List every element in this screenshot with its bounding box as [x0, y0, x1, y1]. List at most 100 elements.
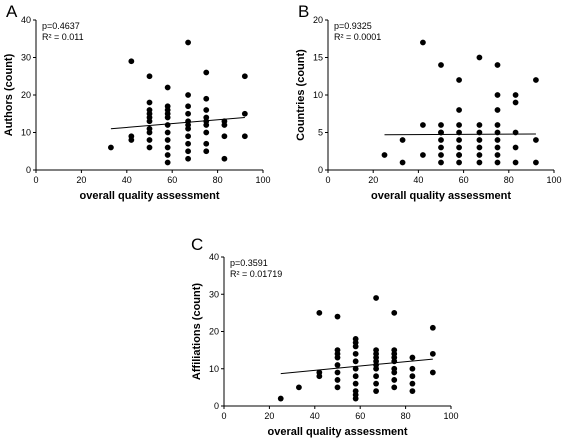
panel-a-letter: A [6, 2, 18, 21]
panel-b-data-point [476, 144, 483, 151]
panel-b-data-point [420, 122, 426, 128]
panel-c-data-point [409, 354, 416, 361]
panel-b-stat-annotation: R² = 0.0001 [334, 32, 381, 42]
panel-c-data-point [277, 395, 284, 402]
panel-a-y-tick-label: 40 [21, 15, 31, 25]
panel-b-data-point [512, 144, 519, 151]
panel-b-data-point [512, 92, 519, 98]
panel-b-y-tick-label: 15 [313, 53, 323, 63]
panel-c-y-tick-label: 20 [209, 327, 219, 337]
panel-a-data-point [164, 159, 171, 166]
panel-b-stat-annotation: p=0.9325 [334, 21, 372, 31]
panel-c-data-point [409, 373, 416, 380]
panel-a-y-tick-label: 20 [21, 90, 31, 100]
panel-b-x-axis-title: overall quality assessment [371, 190, 511, 202]
panel-b-data-point [476, 159, 483, 166]
panel-b-data-point [476, 152, 483, 158]
panel-a-x-tick-label: 80 [213, 175, 223, 185]
panel-a-data-point [241, 73, 248, 80]
panel-a-data-point [185, 92, 191, 98]
panel-a-stat-annotation: p=0.4637 [42, 21, 80, 31]
panel-b-data-point [420, 152, 426, 158]
panel-a-data-point [128, 58, 135, 65]
panel-c-letter: C [191, 235, 203, 254]
panel-b-y-axis-title: Countries (count) [295, 49, 307, 141]
panel-a-data-point [185, 103, 191, 110]
panel-a-data-point [203, 69, 210, 76]
panel-c-data-point [352, 365, 359, 372]
panel-b-data-point [476, 54, 483, 61]
panel-b-data-point [533, 159, 539, 166]
panel-c-y-tick-label: 10 [209, 364, 219, 374]
panel-b-y-tick-label: 5 [318, 128, 323, 138]
panel-a-x-tick-label: 40 [122, 175, 132, 185]
panel-a-data-point [185, 118, 191, 125]
panel-b-data-point [438, 129, 444, 136]
panel-a-chart: A 0 20 40 60 80 100 0 10 20 30 40 overall quality as… [3, 2, 271, 202]
panel-c-data-point [352, 388, 359, 394]
panel-c-x-tick-label: 60 [355, 411, 365, 421]
panel-a-y-tick-label: 30 [21, 53, 31, 63]
panel-c-x-axis-title: overall quality assessment [267, 426, 407, 438]
panel-c-data-point [391, 384, 398, 391]
panel-c-data-point [429, 324, 436, 331]
panel-b-data-point [438, 62, 444, 68]
panel-c-data-point [391, 365, 398, 372]
panel-c-data-point [334, 384, 341, 391]
panel-a-data-point [203, 114, 210, 121]
panel-b-data-point [494, 129, 501, 136]
panel-b-y-tick-label: 20 [313, 15, 323, 25]
panel-a-data-point [164, 84, 171, 91]
panel-b-data-point [494, 107, 501, 113]
panel-a-data-point [146, 107, 153, 113]
panel-a-x-axis-title: overall quality assessment [79, 190, 219, 202]
panel-b-data-point [399, 159, 406, 166]
panel-a-data-point [185, 39, 191, 46]
panel-a-stat-annotation: R² = 0.011 [42, 32, 84, 42]
panel-c-data-point [373, 347, 379, 354]
panel-c-data-point [373, 388, 379, 394]
panel-b-x-tick-label: 40 [413, 175, 423, 185]
panel-b-x-tick-label: 80 [504, 175, 514, 185]
panel-b-data-point [494, 152, 501, 158]
panel-b-data-point [476, 129, 483, 136]
panel-c-data-point [334, 313, 341, 320]
panel-a-data-point [185, 133, 191, 140]
panel-a-data-point [185, 110, 191, 117]
panel-c-data-point [296, 384, 302, 391]
panel-a-data-point [128, 133, 135, 140]
panel-a-y-tick-label: 10 [21, 128, 31, 138]
panel-b-data-point [494, 122, 501, 128]
panel-c-data-point [429, 350, 436, 357]
panel-a-data-point [108, 144, 114, 151]
panel-b-data-point [533, 137, 539, 143]
panel-a-x-tick-label: 60 [167, 175, 177, 185]
panel-b-data-point [399, 137, 406, 143]
panel-a-data-point [164, 122, 171, 128]
panel-a-data-point [146, 125, 153, 132]
panel-b-data-point [456, 152, 462, 158]
panel-b-data-point [438, 137, 444, 143]
panel-c-data-point [352, 358, 359, 365]
panel-b-data-point [512, 129, 519, 136]
panel-b-data-point [456, 137, 462, 143]
panel-a-data-point [164, 144, 171, 151]
panel-b-data-point [494, 62, 501, 68]
panel-c-y-tick-label: 40 [209, 252, 219, 262]
panel-b-data-point [420, 39, 426, 46]
panel-c-data-point [373, 373, 379, 380]
panel-c-data-point [334, 347, 341, 354]
panel-a-data-point [164, 152, 171, 158]
panel-c-data-point [391, 347, 398, 354]
panel-c-data-point [334, 362, 341, 368]
panel-c-data-point [409, 380, 416, 387]
panel-a-data-point [203, 140, 210, 147]
panel-a-data-point [164, 103, 171, 110]
panel-b-data-point [456, 122, 462, 128]
panel-a-data-point [203, 107, 210, 113]
panel-a-data-point [241, 110, 248, 117]
panel-b-data-point [494, 137, 501, 143]
panel-a-data-point [203, 148, 210, 155]
panel-a-data-point [146, 99, 153, 106]
